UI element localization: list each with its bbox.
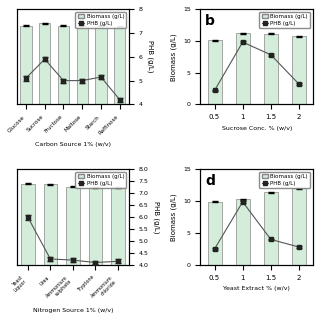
X-axis label: Nitrogen Source 1% (w/v): Nitrogen Source 1% (w/v)	[33, 308, 113, 313]
X-axis label: Carbon Source 1% (w/v): Carbon Source 1% (w/v)	[35, 141, 111, 147]
Bar	[111, 187, 124, 265]
Legend: Biomass (g/L), PHB (g/L): Biomass (g/L), PHB (g/L)	[76, 12, 126, 28]
Y-axis label: Biomass (g/L): Biomass (g/L)	[171, 193, 178, 241]
Bar	[58, 26, 69, 105]
Y-axis label: PHB (g/L): PHB (g/L)	[153, 201, 160, 233]
Legend: Biomass (g/L), PHB (g/L): Biomass (g/L), PHB (g/L)	[259, 172, 310, 188]
X-axis label: Sucrose Conc. % (w/v): Sucrose Conc. % (w/v)	[221, 126, 292, 131]
Text: d: d	[205, 174, 215, 188]
X-axis label: Yeast Extract % (w/v): Yeast Extract % (w/v)	[223, 286, 290, 291]
Bar	[89, 187, 102, 265]
Bar	[39, 23, 50, 105]
Legend: Biomass (g/L), PHB (g/L): Biomass (g/L), PHB (g/L)	[259, 12, 310, 28]
Bar	[21, 184, 35, 265]
Bar	[292, 188, 306, 265]
Legend: Biomass (g/L), PHB (g/L): Biomass (g/L), PHB (g/L)	[76, 172, 126, 188]
Y-axis label: PHB (g/L): PHB (g/L)	[148, 40, 154, 73]
Bar	[264, 192, 278, 265]
Text: b: b	[205, 14, 215, 28]
Y-axis label: Biomass (g/L): Biomass (g/L)	[171, 33, 178, 81]
Bar	[292, 36, 306, 105]
Bar	[207, 40, 221, 105]
Bar	[236, 33, 250, 105]
Bar	[66, 187, 80, 265]
Bar	[76, 26, 88, 105]
Bar	[114, 27, 125, 105]
Bar	[264, 34, 278, 105]
Bar	[207, 202, 221, 265]
Bar	[44, 184, 57, 265]
Bar	[20, 26, 32, 105]
Bar	[236, 199, 250, 265]
Bar	[95, 26, 107, 105]
